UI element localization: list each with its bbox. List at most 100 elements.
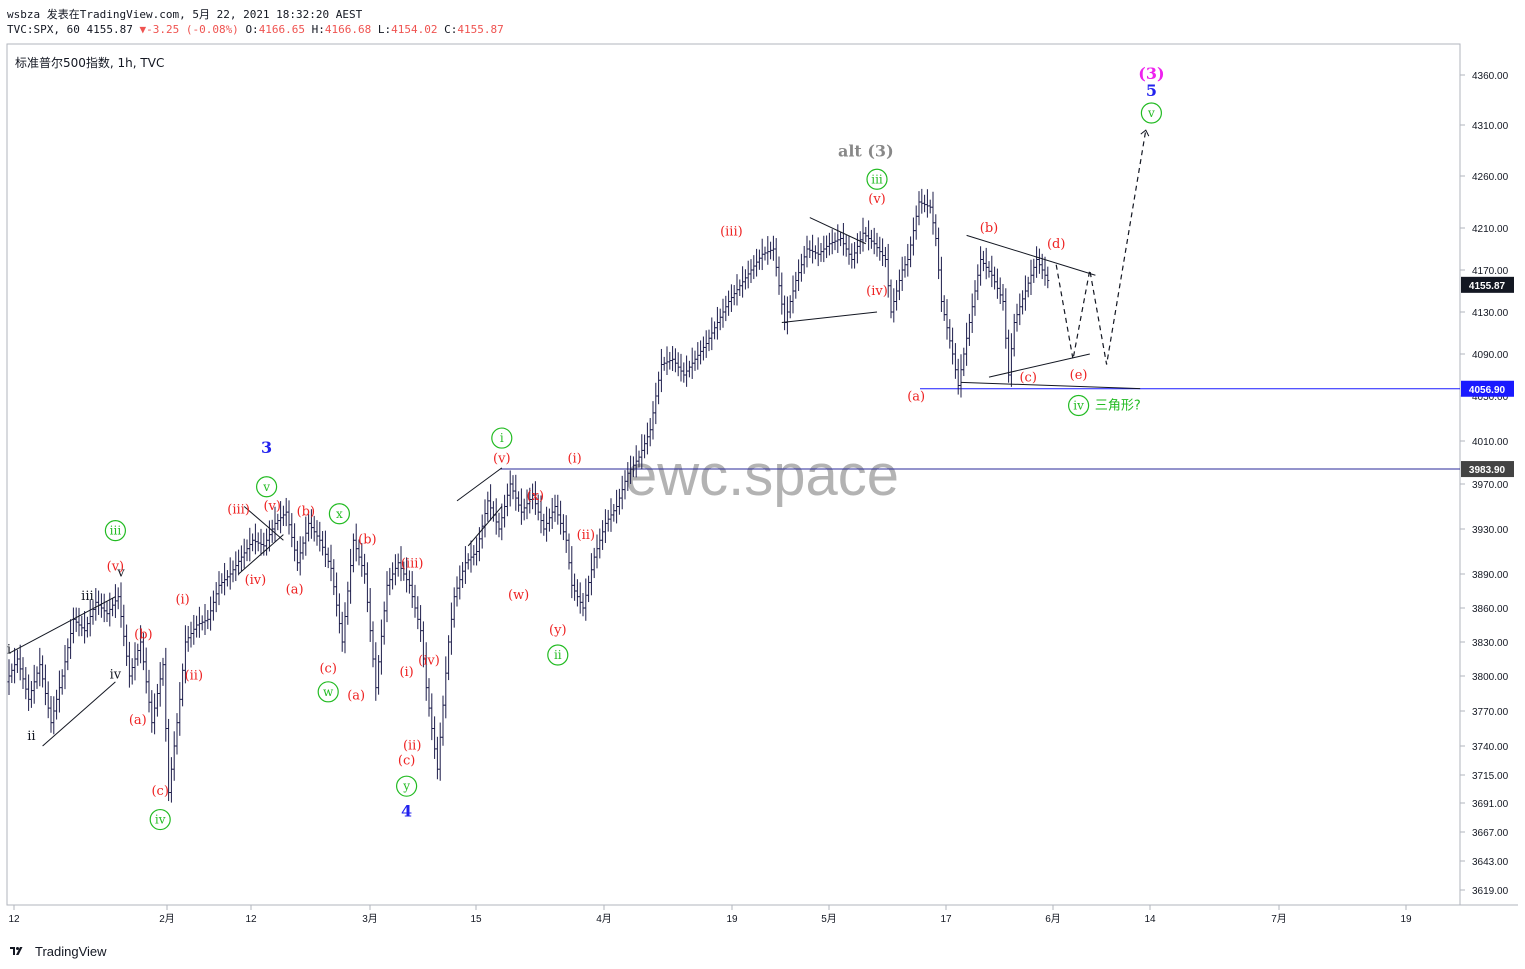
header-line-1: wsbza 发表在TradingView.com, 5月 22, 2021 18… xyxy=(7,6,362,22)
wave-label-circle xyxy=(1140,102,1163,124)
wave-label: (ii) xyxy=(577,528,595,543)
trend-line xyxy=(467,506,503,547)
wave-label: (c) xyxy=(398,754,415,769)
wave-label: 5 xyxy=(1146,81,1157,100)
wave-label: (a) xyxy=(286,582,304,597)
wave-label: iv xyxy=(1073,399,1084,413)
trend-line xyxy=(960,381,1141,390)
symbol-label: TVC:SPX, 60 xyxy=(7,23,80,36)
low-value: 4154.02 xyxy=(391,23,438,36)
wave-label: (ii) xyxy=(185,669,203,684)
wave-label-circle xyxy=(866,168,888,190)
y-tick-label: 3800.00 xyxy=(1472,672,1509,683)
wave-label: (a) xyxy=(907,390,925,405)
wave-label: (x) xyxy=(527,489,544,504)
wave-label: x xyxy=(336,507,343,521)
wave-label-circle xyxy=(256,476,278,498)
wave-label: 3 xyxy=(261,438,272,457)
wave-label: (3) xyxy=(1138,64,1164,83)
price-tag-label: 4155.87 xyxy=(1469,281,1506,292)
wave-label: (iv) xyxy=(866,284,888,299)
y-tick-label: 3667.00 xyxy=(1472,828,1509,839)
price-tag-label: 4056.90 xyxy=(1469,385,1506,396)
x-tick-label: 17 xyxy=(940,914,952,925)
low-label: L: xyxy=(377,23,392,36)
y-tick-label: 4210.00 xyxy=(1472,224,1509,235)
x-tick-label: 5月 xyxy=(821,913,837,925)
y-tick-label: 4010.00 xyxy=(1472,437,1509,448)
wave-label: (y) xyxy=(549,623,567,638)
wave-label: (v) xyxy=(263,499,281,514)
wave-label-circle xyxy=(1067,394,1090,417)
wave-label: (ii) xyxy=(403,738,421,753)
x-tick-label: 7月 xyxy=(1271,913,1287,925)
open-value: 4166.65 xyxy=(258,23,306,36)
wave-label: (e) xyxy=(1070,368,1088,383)
published-info: 发表在TradingView.com, 5月 22, 2021 18:32:20… xyxy=(46,8,363,21)
y-tick-label: 4090.00 xyxy=(1472,350,1509,361)
projection-arrow-icon xyxy=(1140,129,1150,137)
wave-label-circle xyxy=(328,503,350,525)
y-tick-label: 3930.00 xyxy=(1472,525,1509,536)
wave-label-circle xyxy=(149,808,171,831)
wave-label: (i) xyxy=(567,452,581,467)
wave-label-circle xyxy=(396,775,418,797)
open-label: O: xyxy=(245,23,259,36)
wave-label: iii xyxy=(110,524,122,538)
wave-label: (iii) xyxy=(227,502,250,517)
x-tick-label: 12 xyxy=(245,914,257,925)
wave-label: (i) xyxy=(175,592,189,607)
price-tag-label: 3983.90 xyxy=(1469,465,1506,476)
wave-label: i xyxy=(7,642,11,657)
wave-label: (iv) xyxy=(245,573,267,588)
y-tick-label: 3770.00 xyxy=(1472,707,1509,718)
y-tick-label: 3890.00 xyxy=(1472,570,1509,581)
price-tag xyxy=(1461,276,1514,293)
down-arrow-icon: ▼ xyxy=(139,23,147,36)
trend-line xyxy=(966,234,1096,276)
x-tick-label: 12 xyxy=(8,914,20,925)
wave-label: (w) xyxy=(508,588,529,603)
y-tick-label: 3691.00 xyxy=(1472,799,1509,810)
chart-legend: 标准普尔500指数, 1h, TVC xyxy=(15,56,165,70)
trend-line xyxy=(243,506,284,541)
trend-line xyxy=(809,217,867,245)
y-tick-label: 3643.00 xyxy=(1472,857,1509,868)
x-tick-label: 4月 xyxy=(596,913,612,925)
wave-label-circle xyxy=(317,681,339,703)
wave-label: alt (3) xyxy=(838,142,894,161)
x-tick-label: 6月 xyxy=(1045,913,1061,925)
wave-label: (b) xyxy=(297,505,315,520)
y-tick-label: 4310.00 xyxy=(1472,121,1509,132)
price-tag xyxy=(1461,380,1514,397)
wave-label: (a) xyxy=(347,688,365,703)
wave-label: (d) xyxy=(1047,237,1065,252)
wave-label-circle xyxy=(491,427,513,449)
tradingview-logo-icon xyxy=(10,947,23,955)
price-tag xyxy=(1461,461,1514,478)
wave-label: ii xyxy=(27,729,35,744)
last-price: 4155.87 xyxy=(86,23,133,36)
projection-path xyxy=(1055,130,1147,365)
wave-label: iv xyxy=(155,813,166,827)
y-tick-label: 3715.00 xyxy=(1472,771,1509,782)
wave-label: (a) xyxy=(129,713,147,728)
price-change: -3.25 (-0.08%) xyxy=(146,23,239,36)
wave-label: iii xyxy=(81,589,93,604)
wave-label: (c) xyxy=(1019,370,1036,385)
x-tick-label: 19 xyxy=(1400,914,1412,925)
y-tick-label: 4170.00 xyxy=(1472,266,1509,277)
watermark-text: ewc.space xyxy=(625,443,899,508)
y-tick-label: 3740.00 xyxy=(1472,742,1509,753)
wave-label: (iii) xyxy=(401,556,424,571)
y-tick-label: 4260.00 xyxy=(1472,172,1509,183)
author-name: wsbza xyxy=(7,8,41,21)
tradingview-footer[interactable]: TradingView xyxy=(6,940,107,962)
wave-label: (v) xyxy=(107,560,125,575)
wave-label: ii xyxy=(554,648,562,662)
wave-label-circle xyxy=(104,520,127,542)
wave-label: y xyxy=(402,779,410,793)
wave-label: 三角形? xyxy=(1095,399,1141,414)
header-line-2: TVC:SPX, 60 4155.87 ▼-3.25 (-0.08%) O:41… xyxy=(7,23,504,36)
